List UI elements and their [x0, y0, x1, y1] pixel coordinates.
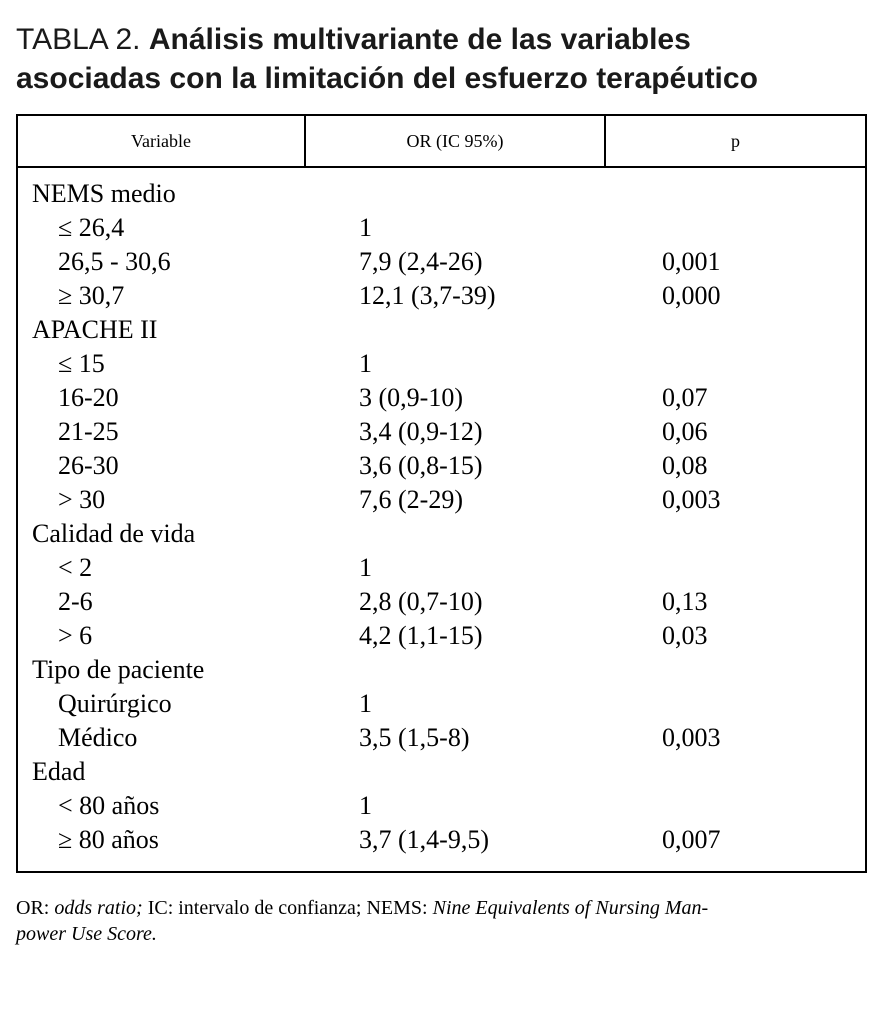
variable-cell: < 80 años [58, 791, 160, 820]
or-cell: 2,8 (0,7-10) [359, 587, 483, 616]
or-cell: 3 (0,9-10) [359, 383, 463, 412]
or-cell: 4,2 (1,1-15) [359, 621, 483, 650]
footnote-segment: IC: intervalo de confianza; NEMS: [142, 897, 433, 919]
or-cell: 3,5 (1,5-8) [359, 723, 470, 752]
variable-cell: Edad [32, 757, 86, 786]
table-row: ≥ 30,7 12,1 (3,7-39) 0,000 [18, 279, 865, 313]
table-row: APACHE II [18, 313, 865, 347]
table-title: TABLA 2. Análisis multivariante de las v… [16, 20, 776, 98]
table-row: ≤ 15 1 [18, 347, 865, 381]
variable-cell: Quirúrgico [58, 689, 172, 718]
table-row: Quirúrgico 1 [18, 687, 865, 721]
footnote: OR: odds ratio; IC: intervalo de confian… [16, 895, 867, 947]
or-cell: 1 [359, 689, 372, 718]
variable-cell: Tipo de paciente [32, 655, 205, 684]
variable-cell: Médico [58, 723, 138, 752]
variable-cell: APACHE II [32, 315, 158, 344]
table-row: ≤ 26,4 1 [18, 211, 865, 245]
p-cell: 0,03 [662, 621, 708, 650]
header-cell-or: OR (IC 95%) [304, 116, 604, 166]
variable-cell: 26,5 - 30,6 [58, 247, 171, 276]
or-cell: 7,6 (2-29) [359, 485, 463, 514]
or-cell: 3,4 (0,9-12) [359, 417, 483, 446]
variable-cell: NEMS medio [32, 179, 176, 208]
p-cell: 0,07 [662, 383, 708, 412]
p-cell: 0,08 [662, 451, 708, 480]
table-row: < 2 1 [18, 551, 865, 585]
p-cell: 0,13 [662, 587, 708, 616]
page: TABLA 2. Análisis multivariante de las v… [16, 20, 867, 947]
or-cell: 1 [359, 213, 372, 242]
variable-cell: ≤ 15 [58, 349, 105, 378]
table-row: ≥ 80 años 3,7 (1,4-9,5) 0,007 [18, 823, 865, 857]
variable-cell: ≥ 30,7 [58, 281, 125, 310]
results-table: Variable OR (IC 95%) p NEMS medio ≤ 26,4 1… [16, 114, 867, 873]
p-cell: 0,000 [662, 281, 721, 310]
p-cell: 0,001 [662, 247, 721, 276]
variable-cell: > 6 [58, 621, 93, 650]
title-text: Análisis multivariante de las variables … [16, 23, 758, 95]
header-cell-p: p [604, 116, 865, 166]
header-cell-variable: Variable [131, 131, 191, 151]
table-row: 26-30 3,6 (0,8-15) 0,08 [18, 449, 865, 483]
variable-cell: > 30 [58, 485, 106, 514]
p-cell: 0,003 [662, 723, 721, 752]
or-cell: 1 [359, 791, 372, 820]
footnote-segment: OR: [16, 897, 55, 919]
variable-cell: ≥ 80 años [58, 825, 159, 854]
variable-cell: ≤ 26,4 [58, 213, 125, 242]
table-body: NEMS medio ≤ 26,4 1 26,5 - 30,6 7,9 (2,4-26)… [18, 168, 865, 871]
variable-cell: 16-20 [58, 383, 119, 412]
variable-cell: Calidad de vida [32, 519, 196, 548]
table-row: 2-6 2,8 (0,7-10) 0,13 [18, 585, 865, 619]
table-row: Médico 3,5 (1,5-8) 0,003 [18, 721, 865, 755]
table-row: NEMS medio [18, 177, 865, 211]
footnote-italic-segment: Nine Equivalents of Nursing Man- power U… [16, 897, 709, 945]
or-cell: 1 [359, 349, 372, 378]
variable-cell: < 2 [58, 553, 93, 582]
p-cell: 0,06 [662, 417, 708, 446]
p-cell: 0,007 [662, 825, 721, 854]
table-row: 16-20 3 (0,9-10) 0,07 [18, 381, 865, 415]
variable-cell: 2-6 [58, 587, 93, 616]
or-cell: 3,7 (1,4-9,5) [359, 825, 489, 854]
or-cell: 7,9 (2,4-26) [359, 247, 483, 276]
table-row: Calidad de vida [18, 517, 865, 551]
p-cell: 0,003 [662, 485, 721, 514]
table-row: 26,5 - 30,6 7,9 (2,4-26) 0,001 [18, 245, 865, 279]
or-cell: 1 [359, 553, 372, 582]
table-row: > 6 4,2 (1,1-15) 0,03 [18, 619, 865, 653]
variable-cell: 26-30 [58, 451, 119, 480]
footnote-italic-segment: odds ratio; [54, 897, 143, 919]
title-prefix: TABLA 2. [16, 23, 141, 56]
or-cell: 12,1 (3,7-39) [359, 281, 496, 310]
table-row: Edad [18, 755, 865, 789]
table-row: 21-25 3,4 (0,9-12) 0,06 [18, 415, 865, 449]
table-row: > 30 7,6 (2-29) 0,003 [18, 483, 865, 517]
table-row: Tipo de paciente [18, 653, 865, 687]
or-cell: 3,6 (0,8-15) [359, 451, 483, 480]
table-row: < 80 años 1 [18, 789, 865, 823]
variable-cell: 21-25 [58, 417, 119, 446]
table-header-row: Variable OR (IC 95%) p [18, 116, 865, 168]
